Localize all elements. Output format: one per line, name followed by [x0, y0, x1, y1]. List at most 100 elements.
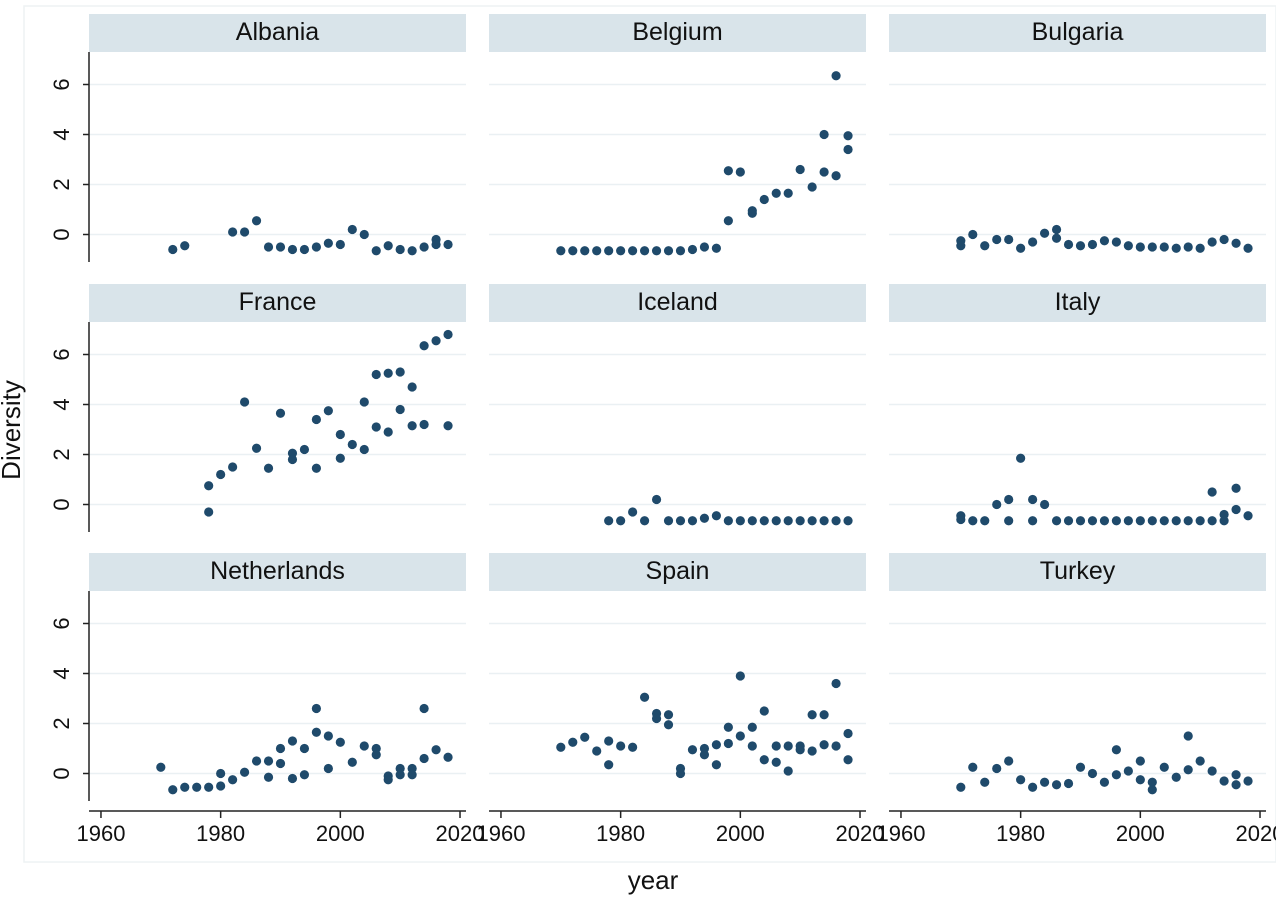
point-turkey-29 — [1243, 776, 1253, 786]
point-netherlands-1 — [168, 785, 178, 795]
point-france-19 — [371, 369, 381, 380]
point-bulgaria-25 — [1231, 238, 1241, 248]
point-netherlands-23 — [347, 757, 357, 767]
panels-layer: Albania 0 2 4 6 Belgium Bulgaria France 0 2 4 6 Icel… — [49, 14, 1276, 846]
point-turkey-10 — [1075, 762, 1086, 772]
point-bulgaria-3 — [980, 241, 990, 251]
point-spain-14 — [675, 768, 686, 779]
point-france-5 — [251, 443, 262, 453]
point-albania-9 — [311, 242, 321, 252]
point-belgium-0 — [556, 246, 566, 256]
point-spain-40 — [843, 728, 853, 739]
point-netherlands-4 — [204, 782, 214, 792]
point-bulgaria-15 — [1111, 237, 1121, 247]
point-italy-27 — [1219, 516, 1229, 526]
panel-albania: Albania 0 2 4 6 — [49, 14, 466, 262]
point-turkey-2 — [980, 777, 990, 787]
strip-netherlands — [89, 553, 466, 591]
point-belgium-26 — [831, 171, 841, 181]
point-albania-14 — [371, 246, 381, 256]
point-turkey-21 — [1171, 772, 1181, 782]
point-turkey-25 — [1207, 766, 1217, 776]
panel-france: France 0 2 4 6 — [49, 284, 466, 532]
point-netherlands-11 — [263, 772, 274, 782]
point-belgium-20 — [771, 188, 781, 198]
point-france-30 — [443, 329, 453, 340]
point-turkey-18 — [1147, 777, 1157, 787]
point-spain-0 — [556, 742, 566, 752]
point-bulgaria-17 — [1135, 242, 1145, 252]
point-spain-6 — [616, 741, 626, 751]
point-iceland-3 — [639, 516, 650, 526]
strip-label-albania: Albania — [236, 18, 319, 46]
point-bulgaria-2 — [968, 229, 978, 240]
point-spain-23 — [735, 731, 745, 741]
point-spain-30 — [783, 741, 793, 751]
point-belgium-9 — [663, 246, 674, 256]
point-iceland-12 — [747, 516, 757, 526]
point-bulgaria-19 — [1159, 242, 1169, 252]
point-netherlands-15 — [287, 773, 298, 784]
strip-label-netherlands: Netherlands — [210, 557, 345, 585]
panel-belgium: Belgium — [489, 14, 866, 256]
point-albania-0 — [168, 244, 178, 255]
point-spain-28 — [771, 741, 781, 751]
point-netherlands-24 — [359, 741, 369, 751]
point-spain-17 — [699, 750, 710, 760]
point-netherlands-35 — [431, 745, 441, 755]
point-iceland-15 — [783, 516, 793, 526]
point-belgium-3 — [592, 246, 602, 256]
point-france-4 — [239, 397, 250, 407]
x-tick-label-netherlands-2000: 2000 — [316, 821, 365, 846]
point-iceland-18 — [819, 516, 829, 526]
point-belgium-28 — [843, 131, 853, 141]
x-tick-label-spain-2020: 2020 — [836, 821, 885, 846]
point-spain-10 — [651, 713, 662, 724]
point-iceland-0 — [604, 516, 614, 526]
point-turkey-20 — [1159, 762, 1169, 772]
strip-label-bulgaria: Bulgaria — [1032, 18, 1124, 46]
point-spain-18 — [711, 740, 721, 750]
point-bulgaria-9 — [1051, 224, 1062, 235]
point-italy-21 — [1171, 516, 1181, 526]
point-belgium-23 — [807, 182, 817, 192]
y-tick-label-netherlands-0: 0 — [49, 767, 74, 779]
y-tick-label-albania-0: 0 — [49, 228, 74, 240]
y-tick-label-albania-6: 6 — [49, 78, 74, 90]
point-belgium-25 — [819, 167, 829, 177]
point-spain-21 — [723, 738, 733, 749]
point-spain-26 — [759, 706, 769, 716]
point-netherlands-17 — [299, 770, 310, 780]
point-belgium-7 — [639, 246, 650, 256]
y-axis-title: Diversity — [0, 380, 26, 480]
point-spain-39 — [831, 741, 841, 751]
point-italy-14 — [1087, 516, 1098, 526]
point-france-21 — [383, 368, 393, 378]
point-france-24 — [395, 404, 405, 415]
point-spain-35 — [807, 746, 817, 756]
point-turkey-4 — [1004, 756, 1014, 766]
point-italy-19 — [1147, 516, 1157, 526]
point-netherlands-13 — [275, 758, 286, 769]
point-albania-5 — [263, 242, 274, 252]
point-belgium-18 — [747, 206, 757, 216]
point-iceland-14 — [771, 516, 781, 526]
point-turkey-19 — [1147, 785, 1157, 795]
point-turkey-13 — [1111, 745, 1121, 755]
strip-label-france: France — [239, 288, 317, 316]
point-italy-5 — [1004, 494, 1014, 505]
point-italy-24 — [1207, 487, 1217, 497]
point-france-0 — [204, 481, 214, 491]
point-bulgaria-6 — [1016, 243, 1026, 253]
point-netherlands-14 — [287, 736, 298, 746]
point-spain-3 — [592, 746, 602, 756]
point-iceland-5 — [663, 516, 674, 526]
point-netherlands-19 — [311, 727, 321, 737]
strip-label-belgium: Belgium — [632, 18, 722, 46]
point-spain-25 — [747, 741, 757, 751]
point-bulgaria-12 — [1075, 241, 1086, 251]
point-albania-21 — [443, 239, 453, 250]
point-turkey-3 — [992, 763, 1002, 774]
point-iceland-16 — [795, 516, 805, 526]
point-netherlands-16 — [299, 743, 310, 754]
